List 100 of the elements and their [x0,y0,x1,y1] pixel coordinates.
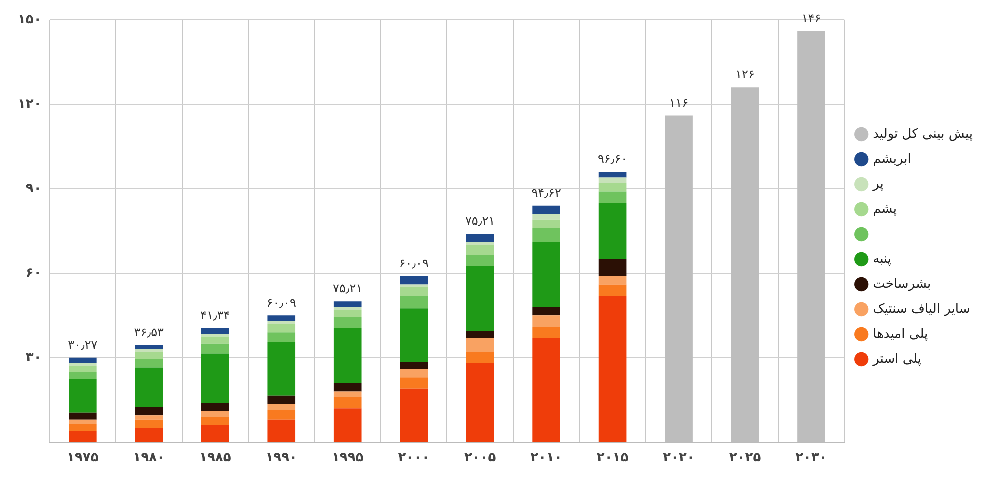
bar [334,317,362,328]
bar [532,307,560,316]
total-label: ۱۱۶ [669,96,689,110]
bar [268,396,296,404]
total-label: ۴۱٫۳۴ [200,308,230,322]
bar [400,276,428,285]
legend-label: بشرساخت [873,276,932,292]
legend-label: پلی استر [872,352,922,367]
legend-label: سایر الیاف سنتیک [873,302,970,317]
bar [598,296,627,442]
bar [135,359,164,368]
bar [598,172,627,178]
bar [69,372,97,380]
total-label: ۳۶٫۵۳ [134,325,165,340]
bar [69,379,97,413]
bar [598,178,627,184]
x-tick-label: ۲۰۱۰ [530,450,562,466]
x-tick-label: ۱۹۸۵ [200,450,232,466]
bar [532,326,560,338]
bar [135,349,164,352]
legend-label: ابریشم [873,152,912,167]
bar [466,364,494,442]
bar [69,412,97,420]
bar [466,266,494,332]
bar [598,203,627,260]
bar [268,404,296,410]
bar [334,307,362,310]
bar [466,242,494,246]
x-tick-label: ۱۹۷۵ [67,450,99,466]
bar [268,410,296,420]
bar [400,288,428,296]
bar [400,388,428,442]
total-label: ۷۵٫۲۱ [333,282,363,296]
bar [201,328,230,334]
bar [532,206,560,214]
bar [598,192,627,204]
legend-label: پنبه [873,252,892,267]
bar [400,296,428,309]
bar [466,234,494,242]
bar [135,345,164,350]
bar [201,426,230,442]
bar [135,420,164,428]
bar [400,308,428,362]
bar [598,276,627,285]
total-label: ۱۴۶ [802,11,822,26]
bar [400,378,428,389]
bar [201,354,230,403]
bar [598,284,627,296]
bar [334,383,362,392]
x-tick-label: ۱۹۸۰ [133,450,166,466]
bar [400,369,428,378]
bar [466,338,494,352]
y-tick-label: ۱۵۰ [18,12,42,28]
x-tick-label: ۲۰۱۵ [596,450,629,466]
bar [69,431,97,442]
bar [598,183,627,192]
bar [135,416,164,420]
bar [69,424,97,432]
legend-label: پلی امیدها [873,326,929,342]
bar [532,228,560,242]
bar [334,392,362,398]
bar [466,245,494,256]
bar [268,316,296,322]
total-label: ۹۶٫۶۰ [598,152,628,166]
legend-label: پر [872,176,884,192]
bar [268,420,296,442]
bar [135,407,164,416]
bar [69,364,97,366]
bar [201,402,230,412]
bar [201,336,230,344]
legend-label: پشم [873,202,898,217]
bar [598,259,627,276]
total-label: ۳۰٫۲۷ [68,338,98,352]
bar [532,220,560,228]
x-tick-label: ۲۰۳۰ [796,450,828,466]
x-tick-label: ۲۰۲۵ [729,450,762,466]
x-tick-label: ۲۰۰۵ [464,450,496,466]
bar [69,420,97,424]
bar [268,332,296,342]
total-label: ۹۴٫۶۲ [532,186,562,200]
bar [400,284,428,288]
y-tick-label: ۱۲۰ [18,96,42,112]
bar [201,344,230,354]
bar [201,334,230,337]
legend-label: پیش بینی کل تولید [873,126,974,142]
bar [69,366,97,372]
x-tick-label: ۲۰۲۰ [663,450,695,466]
bar [400,362,428,370]
total-label: ۶۰٫۰۹ [399,256,429,270]
bar [466,255,494,266]
bar [334,408,362,442]
bar [466,331,494,338]
bar [532,242,560,308]
x-tick-label: ۱۹۹۵ [332,450,364,466]
bar [532,214,560,220]
bar [135,352,164,360]
total-label: ۷۵٫۲۱ [465,214,496,228]
bar [334,397,362,409]
bar [135,428,164,442]
y-tick-label: ۹۰ [26,181,42,196]
